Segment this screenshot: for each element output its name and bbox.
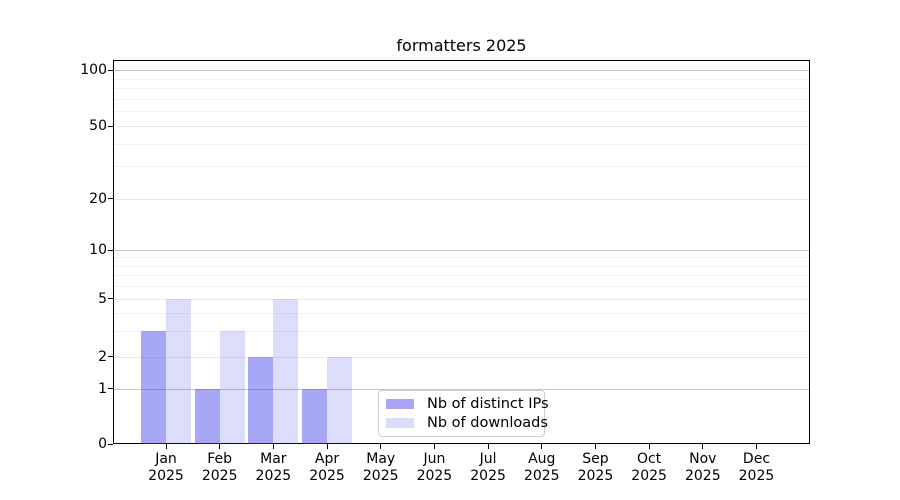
- x-tick-mark: [380, 444, 382, 449]
- bar-downloads: [327, 356, 353, 444]
- plot-area: [113, 60, 810, 444]
- bar-downloads: [166, 298, 191, 444]
- y-tick-mark: [108, 249, 113, 251]
- y-tick-label: 50: [89, 118, 107, 134]
- minor-gridline: [114, 98, 809, 100]
- x-tick-label: Feb 2025: [201, 451, 238, 484]
- minor-gridline: [114, 330, 809, 332]
- minor-gridline: [114, 78, 809, 80]
- x-tick-label: May 2025: [362, 451, 399, 484]
- chart-title: formatters 2025: [396, 36, 527, 55]
- bar-distinct-ips: [248, 356, 274, 444]
- x-tick-label: Jul 2025: [470, 451, 506, 484]
- x-tick-mark: [702, 444, 704, 449]
- y-tick-label: 1: [98, 380, 107, 397]
- x-tick-label: Dec 2025: [738, 451, 775, 484]
- x-tick-mark: [433, 444, 435, 449]
- minor-gridline: [114, 274, 809, 276]
- minor-gridline: [114, 312, 809, 314]
- x-tick-label: Oct 2025: [631, 451, 667, 484]
- minor-gridline: [114, 166, 809, 168]
- x-tick-label: Nov 2025: [684, 451, 721, 484]
- gridline: [114, 126, 809, 127]
- minor-gridline: [114, 143, 809, 145]
- y-tick-mark: [108, 69, 113, 71]
- legend: Nb of distinct IPs Nb of downloads: [378, 390, 549, 437]
- legend-item-downloads: Nb of downloads: [386, 415, 548, 431]
- x-tick-label: Jun 2025: [416, 451, 453, 484]
- gridline: [114, 198, 809, 200]
- y-tick-mark: [108, 356, 113, 357]
- x-tick-mark: [755, 444, 757, 449]
- major-gridline: [114, 70, 809, 71]
- x-tick-mark: [487, 444, 489, 449]
- x-tick-mark: [326, 444, 328, 449]
- bar-distinct-ips: [194, 388, 220, 444]
- bar-distinct-ips: [141, 330, 166, 444]
- x-tick-label: Jan 2025: [148, 451, 184, 484]
- x-tick-mark: [541, 444, 543, 449]
- y-tick-mark: [108, 125, 113, 127]
- y-tick-mark: [108, 298, 113, 299]
- y-tick-mark: [108, 388, 113, 389]
- legend-item-distinct-ips: Nb of distinct IPs: [386, 396, 549, 412]
- legend-swatch-downloads: [386, 418, 414, 429]
- minor-gridline: [114, 257, 809, 259]
- y-tick-label: 10: [89, 242, 107, 258]
- y-tick-label: 100: [80, 62, 107, 78]
- x-tick-mark: [219, 444, 221, 449]
- y-tick-mark: [108, 443, 113, 445]
- y-tick-mark: [108, 198, 113, 199]
- legend-swatch-distinct-ips: [386, 398, 414, 409]
- x-tick-mark: [594, 444, 596, 449]
- minor-gridline: [114, 88, 809, 90]
- bar-downloads: [219, 330, 245, 444]
- major-gridline: [114, 388, 809, 390]
- x-tick-mark: [272, 444, 274, 449]
- y-tick-label: 5: [98, 290, 107, 307]
- x-tick-label: Mar 2025: [255, 451, 292, 484]
- gridline: [114, 356, 809, 358]
- y-tick-label: 0: [98, 436, 107, 452]
- minor-gridline: [114, 285, 809, 287]
- x-tick-label: Sep 2025: [577, 451, 614, 484]
- y-tick-label: 20: [89, 190, 107, 207]
- x-tick-mark: [648, 444, 650, 449]
- legend-label-distinct-ips: Nb of distinct IPs: [427, 395, 549, 412]
- gridline: [114, 298, 809, 300]
- minor-gridline: [114, 265, 809, 267]
- major-gridline: [114, 250, 809, 251]
- y-tick-label: 2: [98, 348, 107, 365]
- x-tick-label: Aug 2025: [523, 451, 560, 484]
- x-tick-mark: [165, 444, 167, 449]
- bar-downloads: [273, 298, 299, 444]
- minor-gridline: [114, 111, 809, 113]
- x-tick-label: Apr 2025: [309, 451, 345, 484]
- legend-label-downloads: Nb of downloads: [427, 415, 548, 432]
- bar-distinct-ips: [302, 388, 328, 444]
